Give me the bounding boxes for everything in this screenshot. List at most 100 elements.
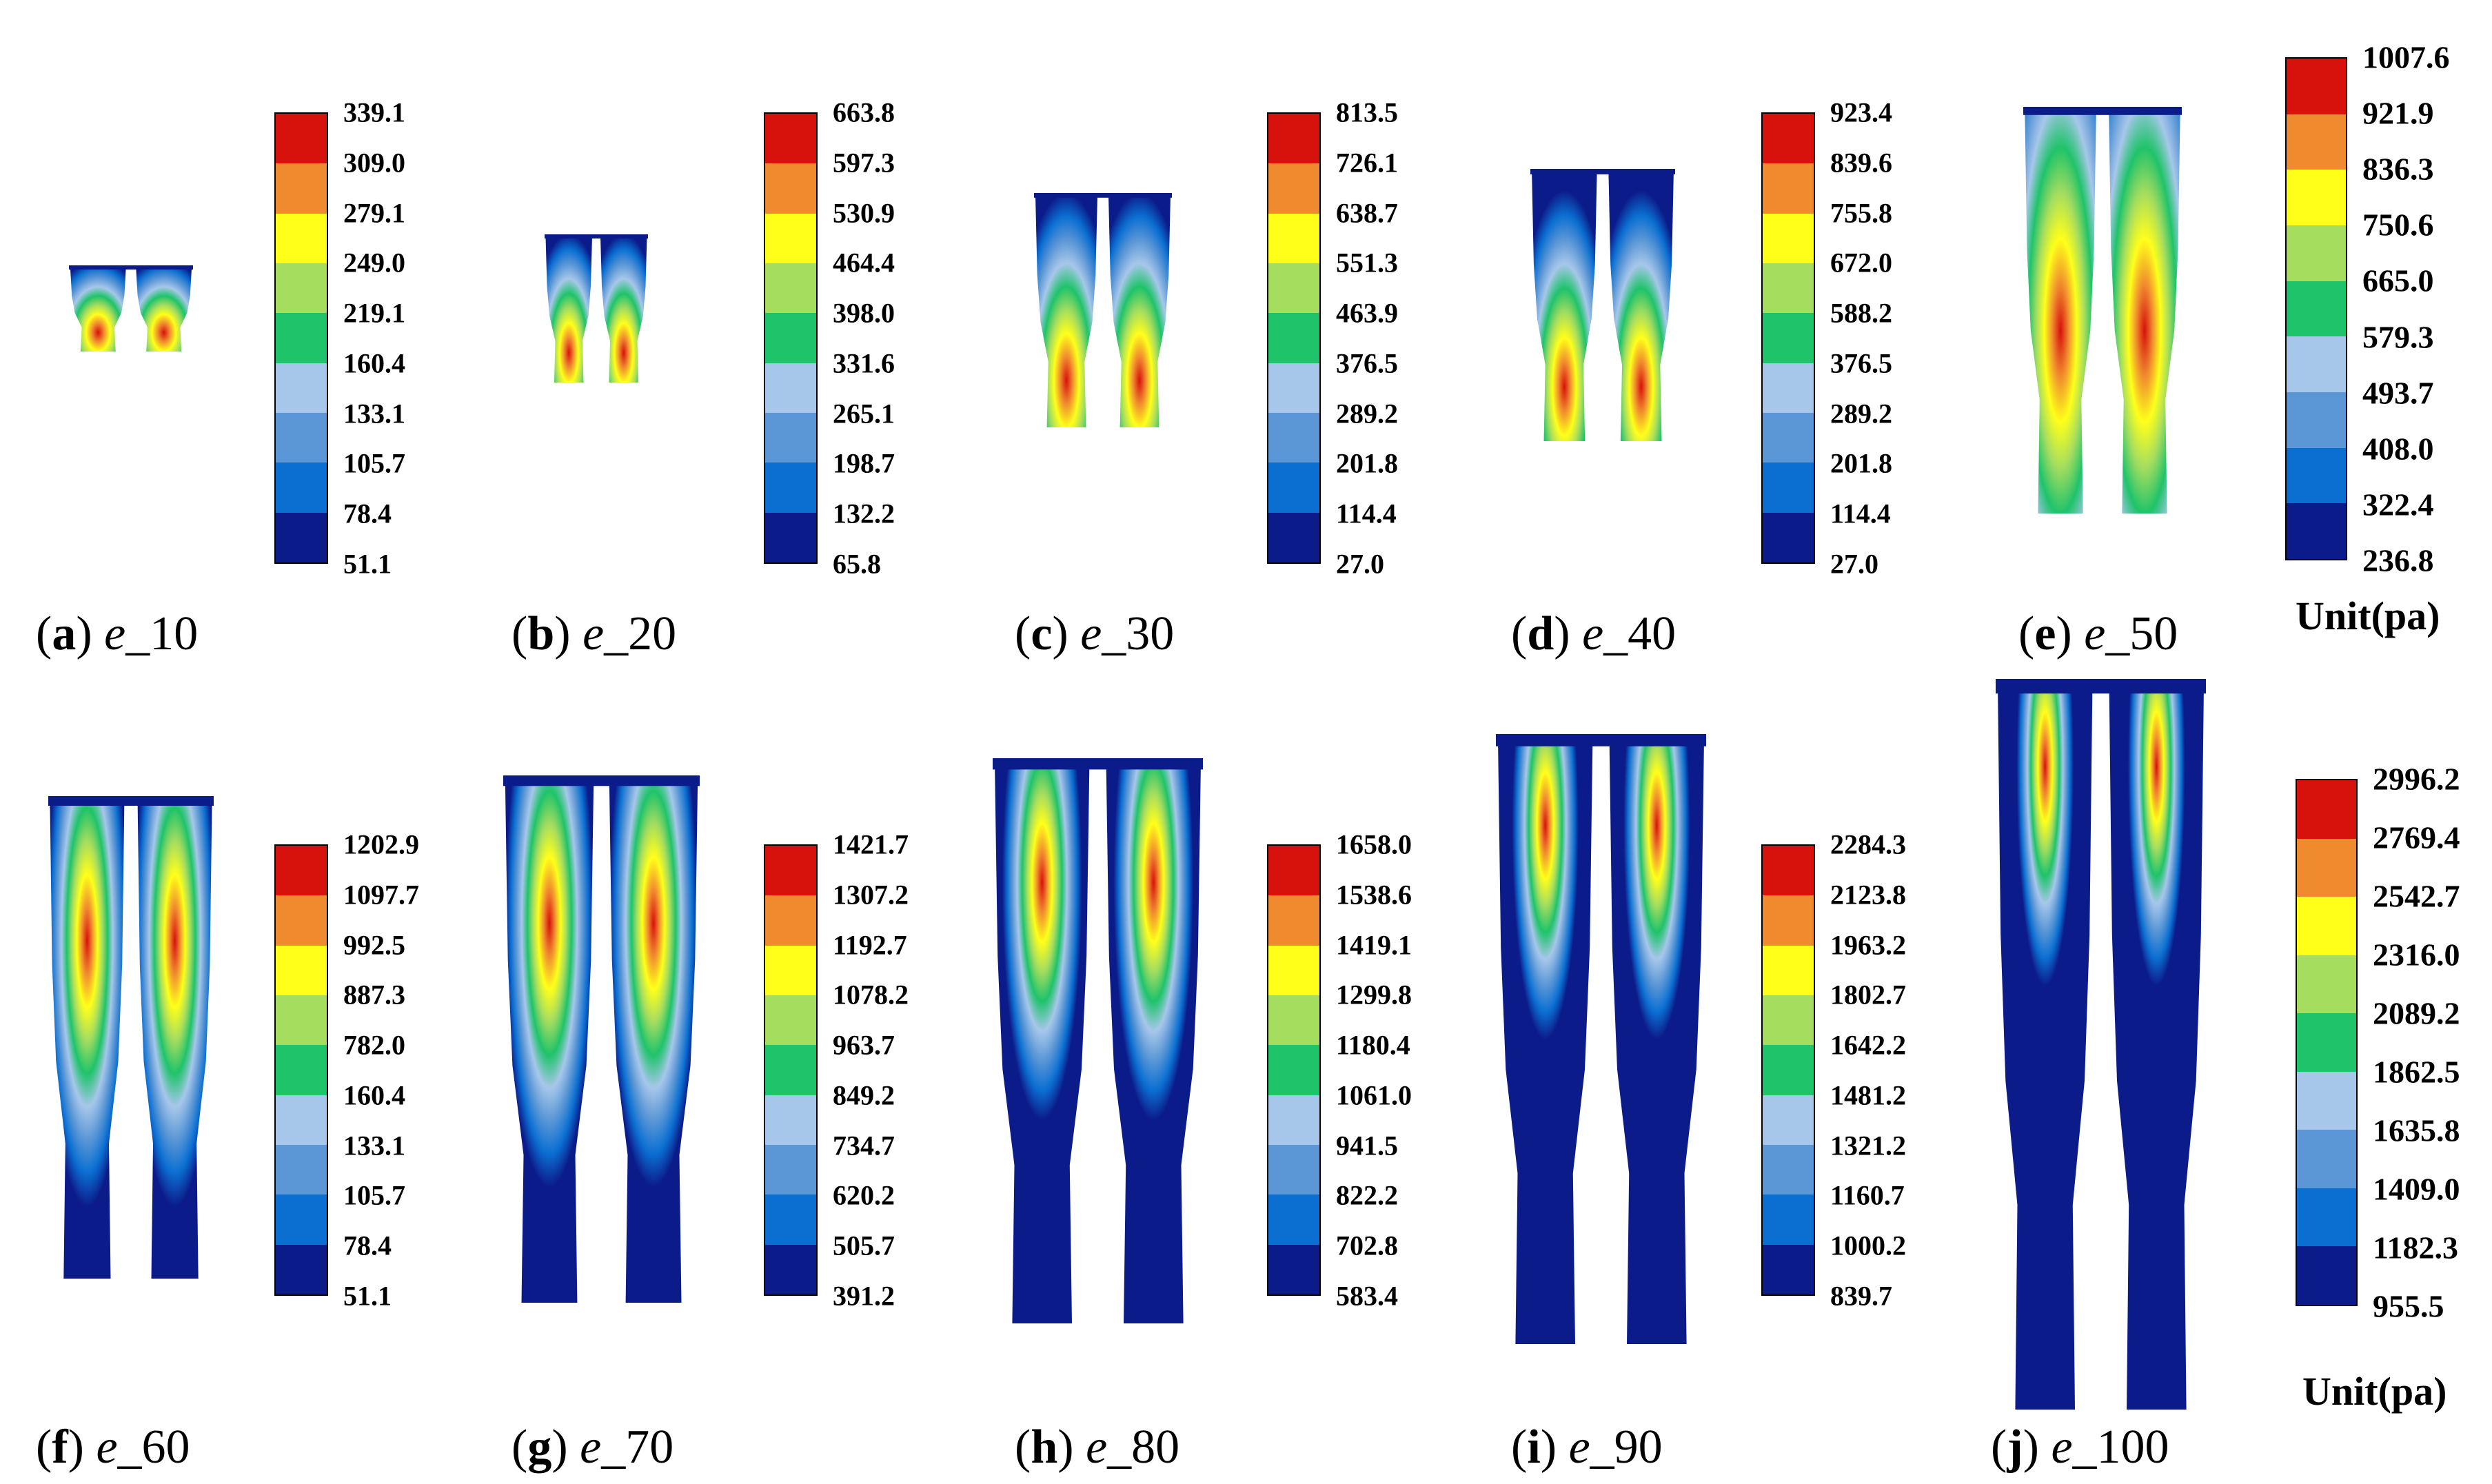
caption-variable: e — [583, 607, 605, 660]
colorbar-band — [276, 1195, 327, 1245]
colorbar-tick-label: 551.3 — [1336, 247, 1398, 278]
colorbar-tick-label: 663.8 — [833, 96, 895, 128]
colorbar-tick-label: 133.1 — [343, 1130, 405, 1161]
right-leg-shape — [137, 796, 212, 1279]
colorbar-band — [765, 1045, 816, 1095]
panel-caption-h: (h) e_80 — [1015, 1421, 1180, 1474]
colorbar-tick-label: 1160.7 — [1830, 1179, 1905, 1211]
colorbar-tick-label: 638.7 — [1336, 197, 1398, 229]
waistband-edge — [1496, 734, 1706, 746]
caption-suffix: _30 — [1102, 607, 1175, 660]
waistband-edge — [545, 234, 648, 238]
colorbar-band — [1763, 995, 1814, 1046]
colorbar-tick-label: 782.0 — [343, 1029, 405, 1061]
colorbar-band — [765, 1244, 816, 1294]
colorbar-tick-label: 2123.8 — [1830, 879, 1906, 911]
colorbar-tick-label: 1321.2 — [1830, 1130, 1906, 1161]
colorbar-tick-label: 376.5 — [1830, 347, 1892, 379]
colorbar-band — [2287, 170, 2346, 225]
caption-variable: e — [104, 607, 126, 660]
colorbar-tick-label: 579.3 — [2362, 319, 2434, 355]
pressure-map-j — [1996, 679, 2206, 1410]
colorbar-tick-label: 1409.0 — [2373, 1171, 2460, 1207]
waistband-edge — [1996, 679, 2206, 694]
colorbar-band — [276, 1095, 327, 1145]
colorbar-band — [2297, 1130, 2356, 1188]
pressure-map-c — [1034, 193, 1172, 427]
colorbar-band — [765, 363, 816, 413]
colorbar-band — [2287, 59, 2346, 114]
colorbar-f — [274, 844, 328, 1296]
colorbar-tick-label: 1007.6 — [2362, 39, 2450, 75]
caption-suffix: _100 — [2072, 1421, 2169, 1474]
colorbar-band — [276, 945, 327, 995]
caption-suffix: _50 — [2105, 607, 2178, 660]
colorbar-band — [1268, 1095, 1319, 1145]
colorbar-band — [2297, 1188, 2356, 1247]
colorbar-j — [2296, 779, 2358, 1306]
colorbar-band — [765, 413, 816, 463]
colorbar-tick-label: 279.1 — [343, 197, 405, 229]
colorbar-tick-label: 734.7 — [833, 1130, 895, 1161]
colorbar-tick-label: 65.8 — [833, 548, 881, 580]
caption-letter: j — [2007, 1421, 2023, 1474]
colorbar-band — [276, 1145, 327, 1195]
colorbar-tick-label: 289.2 — [1830, 398, 1892, 429]
caption-suffix: _80 — [1107, 1421, 1180, 1474]
colorbar-tick-label: 1421.7 — [833, 829, 909, 860]
caption-variable: e — [2051, 1421, 2073, 1474]
colorbar-band — [1763, 1045, 1814, 1095]
colorbar-tick-label: 114.4 — [1336, 498, 1397, 529]
colorbar-band — [2287, 281, 2346, 337]
colorbar-tick-label: 672.0 — [1830, 247, 1892, 278]
left-leg-shape — [1035, 193, 1098, 427]
left-leg-shape — [1997, 679, 2093, 1410]
caption-letter: g — [527, 1421, 552, 1474]
colorbar-band — [2287, 392, 2346, 448]
colorbar-tick-label: 398.0 — [833, 297, 895, 329]
colorbar-band — [765, 313, 816, 363]
colorbar-tick-label: 219.1 — [343, 297, 405, 329]
colorbar-tick-label: 963.7 — [833, 1029, 895, 1061]
colorbar-tick-label: 822.2 — [1336, 1179, 1398, 1211]
colorbar-tick-label: 2542.7 — [2373, 878, 2460, 914]
caption-variable: e — [1582, 607, 1604, 660]
colorbar-band — [276, 114, 327, 164]
right-leg-shape — [609, 775, 698, 1303]
colorbar-tick-label: 493.7 — [2362, 375, 2434, 411]
colorbar-band — [765, 163, 816, 214]
caption-letter: a — [52, 607, 77, 660]
colorbar-band — [276, 313, 327, 363]
right-leg-shape — [1108, 193, 1171, 427]
panel-caption-j: (j) e_100 — [1991, 1421, 2169, 1474]
colorbar-band — [765, 945, 816, 995]
colorbar-tick-label: 236.8 — [2362, 542, 2434, 578]
panel-caption-d: (d) e_40 — [1511, 607, 1676, 660]
colorbar-band — [1268, 213, 1319, 263]
left-leg-shape — [1497, 734, 1593, 1344]
colorbar-tick-label: 755.8 — [1830, 197, 1892, 229]
waistband-edge — [1034, 193, 1172, 198]
caption-letter: b — [527, 607, 555, 660]
colorbar-band — [765, 114, 816, 164]
colorbar-band — [1763, 263, 1814, 314]
colorbar-tick-label: 813.5 — [1336, 96, 1398, 128]
colorbar-tick-label: 2089.2 — [2373, 995, 2460, 1031]
colorbar-tick-label: 133.1 — [343, 398, 405, 429]
panel-caption-i: (i) e_90 — [1511, 1421, 1663, 1474]
colorbar-tick-label: 322.4 — [2362, 487, 2434, 522]
colorbar-band — [1268, 413, 1319, 463]
waistband-edge — [993, 758, 1203, 770]
colorbar-band — [276, 1244, 327, 1294]
colorbar-tick-label: 1419.1 — [1336, 929, 1412, 961]
colorbar-tick-label: 1642.2 — [1830, 1029, 1906, 1061]
colorbar-tick-label: 201.8 — [1830, 447, 1892, 479]
colorbar-band — [1268, 313, 1319, 363]
colorbar-band — [2287, 336, 2346, 392]
colorbar-tick-label: 839.7 — [1830, 1280, 1892, 1312]
pressure-map-e — [2023, 107, 2182, 514]
colorbar-tick-label: 1862.5 — [2373, 1054, 2460, 1090]
waistband-edge — [2023, 107, 2182, 115]
colorbar-band — [765, 463, 816, 513]
colorbar-tick-label: 51.1 — [343, 1280, 392, 1312]
